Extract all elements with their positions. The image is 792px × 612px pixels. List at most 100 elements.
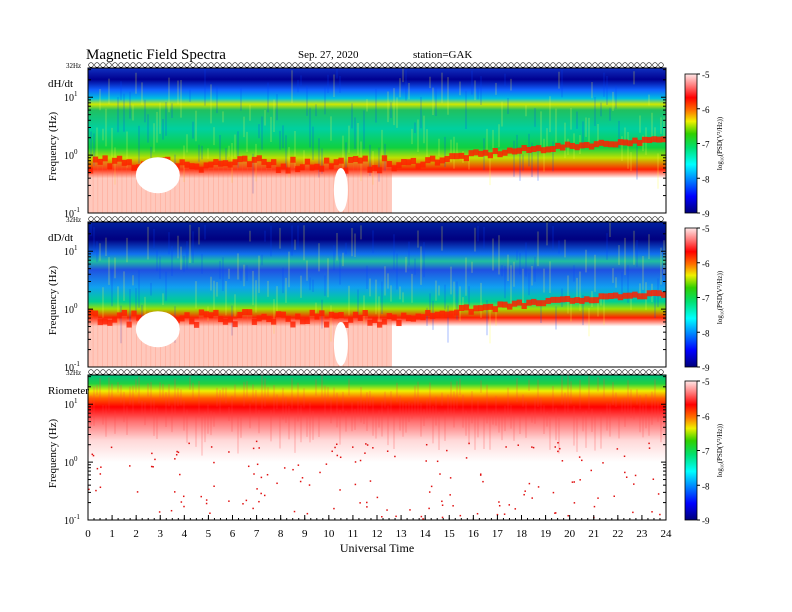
noise-band-segment — [338, 157, 344, 164]
noise-dot — [633, 483, 635, 485]
noise-fill-segment — [348, 322, 354, 367]
colorbar-tick-label: -6 — [702, 105, 710, 115]
timeline-marker — [544, 369, 550, 375]
noise-band-segment — [613, 141, 619, 148]
noise-fill-segment — [377, 327, 383, 367]
timeline-marker — [640, 62, 646, 68]
noise-dot — [528, 482, 531, 485]
timeline-marker — [382, 62, 388, 68]
noise-dot — [651, 511, 653, 513]
timeline-marker — [274, 369, 280, 375]
noise-dot — [652, 478, 655, 480]
noise-fill-segment — [184, 318, 190, 367]
noise-band-segment — [545, 146, 551, 153]
noise-fill-segment — [107, 169, 113, 213]
noise-band-segment — [487, 303, 494, 310]
noise-fill-segment — [169, 321, 176, 367]
noise-dot — [255, 440, 258, 443]
noise-band-segment — [651, 136, 657, 143]
noise-fill-segment — [386, 319, 392, 367]
colorbar-label: log₁₀(PSD(V²/Hz)) — [716, 423, 724, 477]
noise-band-segment — [569, 142, 575, 149]
noise-dot — [590, 469, 592, 472]
noise-dot — [554, 512, 557, 514]
noise-band-segment — [468, 150, 474, 157]
noise-band-segment — [391, 165, 397, 172]
timeline-marker — [154, 369, 160, 375]
noise-band-segment — [458, 305, 465, 312]
timeline-marker — [142, 216, 148, 222]
noise-band-segment — [116, 312, 123, 319]
noise-dot — [524, 490, 526, 492]
timeline-marker — [550, 369, 556, 375]
noise-fill-segment — [261, 319, 267, 367]
timeline-marker — [304, 216, 310, 222]
noise-fill-segment — [198, 172, 205, 213]
noise-fill-segment — [381, 161, 388, 213]
timeline-marker — [100, 62, 106, 68]
noise-dot — [425, 443, 428, 446]
timeline-marker — [484, 369, 490, 375]
noise-band-segment — [386, 161, 392, 168]
noise-dot — [479, 473, 482, 475]
timeline-marker — [160, 216, 166, 222]
noise-band-segment — [381, 318, 388, 325]
timeline-marker — [502, 62, 508, 68]
noise-band-segment — [121, 309, 128, 316]
noise-dot — [503, 513, 506, 515]
noise-fill-segment — [232, 327, 238, 367]
timeline-marker — [424, 62, 430, 68]
noise-dot — [213, 485, 215, 487]
noise-fill-segment — [319, 316, 325, 367]
noise-dot — [571, 481, 574, 483]
timeline-marker — [88, 62, 94, 68]
timeline-marker — [484, 216, 490, 222]
timeline-marker — [568, 216, 574, 222]
timeline-marker — [250, 216, 256, 222]
timeline-marker — [490, 369, 496, 375]
timeline-marker — [622, 62, 628, 68]
noise-dot — [96, 467, 99, 470]
noise-dot — [292, 468, 294, 471]
timeline-marker — [658, 62, 664, 68]
noise-dot — [110, 446, 113, 449]
noise-fill-segment — [314, 319, 320, 367]
noise-dot — [213, 461, 215, 464]
timeline-marker — [376, 62, 382, 68]
noise-band-segment — [367, 319, 373, 326]
timeline-marker — [94, 62, 100, 68]
noise-dot — [91, 453, 94, 456]
timeline-marker — [538, 216, 544, 222]
noise-band-segment — [112, 316, 118, 323]
timeline-marker — [286, 62, 292, 68]
noise-band-segment — [333, 312, 339, 319]
noise-band-segment — [526, 146, 532, 153]
noise-dot — [573, 502, 576, 504]
timeline-marker — [178, 369, 184, 375]
x-tick-label: 18 — [516, 528, 528, 540]
noise-fill-segment — [97, 325, 103, 367]
noise-fill-segment — [285, 321, 291, 367]
noise-dot — [395, 515, 397, 518]
noise-fill-segment — [324, 163, 330, 213]
panel-label: Riometer — [48, 385, 89, 397]
timeline-marker — [112, 62, 118, 68]
noise-band-segment — [632, 291, 638, 298]
noise-band-segment — [309, 164, 315, 171]
noise-band-segment — [198, 166, 205, 173]
timeline-marker — [328, 369, 334, 375]
noise-band-segment — [381, 155, 388, 162]
noise-fill-segment — [285, 173, 291, 213]
noise-fill-segment — [112, 322, 118, 367]
noise-dot — [578, 456, 581, 458]
noise-band-segment — [184, 161, 190, 168]
colorbar-tick-label: -9 — [702, 363, 710, 373]
noise-band-segment — [622, 292, 628, 299]
noise-band-segment — [613, 292, 619, 299]
x-tick-label: 3 — [158, 528, 164, 540]
noise-band-segment — [482, 149, 489, 156]
noise-dot — [88, 488, 90, 491]
noise-dot — [293, 510, 296, 513]
noise-fill-segment — [246, 315, 253, 367]
timeline-marker — [220, 369, 226, 375]
